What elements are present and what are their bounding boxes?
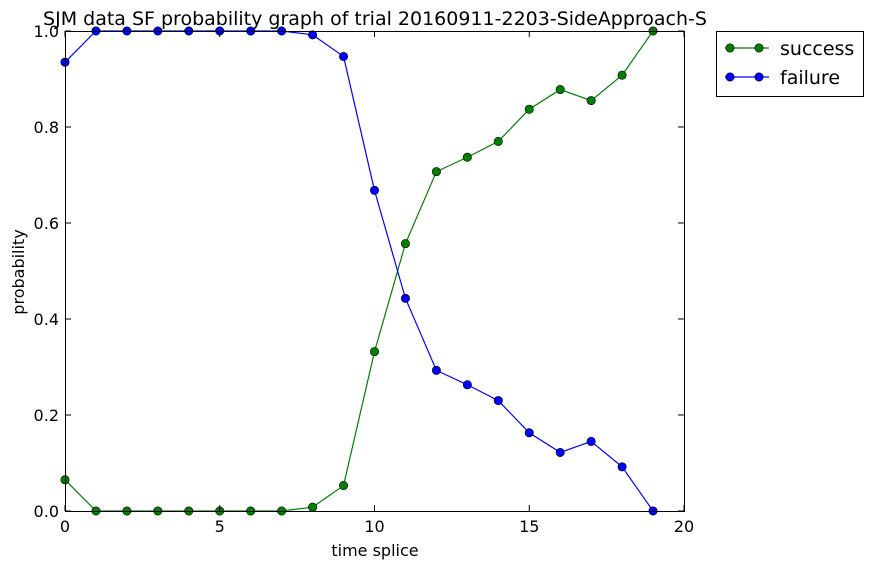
- series-lines: [64, 30, 654, 512]
- success-point: [524, 104, 534, 114]
- success-point: [462, 152, 472, 162]
- y-tick-label: 0.4: [34, 310, 59, 329]
- failure-point: [184, 26, 194, 36]
- success-point: [431, 167, 441, 177]
- failure-point: [524, 428, 534, 438]
- failure-point: [339, 51, 349, 61]
- legend-label-success: success: [780, 38, 854, 60]
- success-point: [493, 136, 503, 146]
- success-point: [400, 239, 410, 249]
- failure-point: [586, 436, 596, 446]
- chart-title: SJM data SF probability graph of trial 2…: [43, 8, 707, 30]
- failure-point: [277, 26, 287, 36]
- success-point: [586, 96, 596, 106]
- x-tick-label: 15: [519, 517, 539, 536]
- legend-marker-success: [725, 43, 735, 53]
- legend-box: [716, 31, 864, 97]
- failure-point: [555, 447, 565, 457]
- failure-point: [91, 26, 101, 36]
- legend-marker-failure: [725, 72, 735, 82]
- x-tick-label: 0: [60, 517, 70, 536]
- y-tick-label: 0.0: [34, 502, 59, 521]
- success-point: [339, 481, 349, 491]
- x-axis-label: time splice: [331, 541, 418, 560]
- success-point: [555, 85, 565, 95]
- plot-area: [60, 26, 685, 516]
- x-tick-label: 10: [364, 517, 384, 536]
- failure-point: [369, 185, 379, 195]
- success-point: [648, 26, 658, 36]
- y-axis-label: probability: [9, 229, 28, 314]
- legend-marker-failure: [754, 72, 764, 82]
- failure-point: [153, 26, 163, 36]
- failure-point: [617, 462, 627, 472]
- failure-point: [400, 293, 410, 303]
- legend-marker-success: [754, 43, 764, 53]
- y-tick-label: 1.0: [34, 22, 59, 41]
- legend-items: success failure: [725, 38, 854, 89]
- y-tick-label: 0.8: [34, 118, 59, 137]
- y-axis: 0.0 0.2 0.4 0.6 0.8 1.0: [34, 22, 684, 521]
- legend: success failure: [716, 31, 864, 97]
- success-point: [617, 70, 627, 80]
- failure-line: [64, 30, 654, 512]
- failure-point: [462, 380, 472, 390]
- x-tick-label: 20: [674, 517, 694, 536]
- failure-point: [431, 365, 441, 375]
- success-point: [369, 347, 379, 357]
- y-tick-label: 0.2: [34, 406, 59, 425]
- x-tick-label: 5: [215, 517, 225, 536]
- failure-point: [308, 30, 318, 40]
- y-tick-label: 0.6: [34, 214, 59, 233]
- failure-point: [246, 26, 256, 36]
- success-line: [64, 30, 654, 512]
- success-point: [308, 502, 318, 512]
- legend-label-failure: failure: [780, 67, 840, 89]
- series-markers: [60, 26, 658, 516]
- failure-point: [122, 26, 132, 36]
- x-axis: 0 5 10 15 20: [60, 31, 694, 536]
- failure-point: [493, 396, 503, 406]
